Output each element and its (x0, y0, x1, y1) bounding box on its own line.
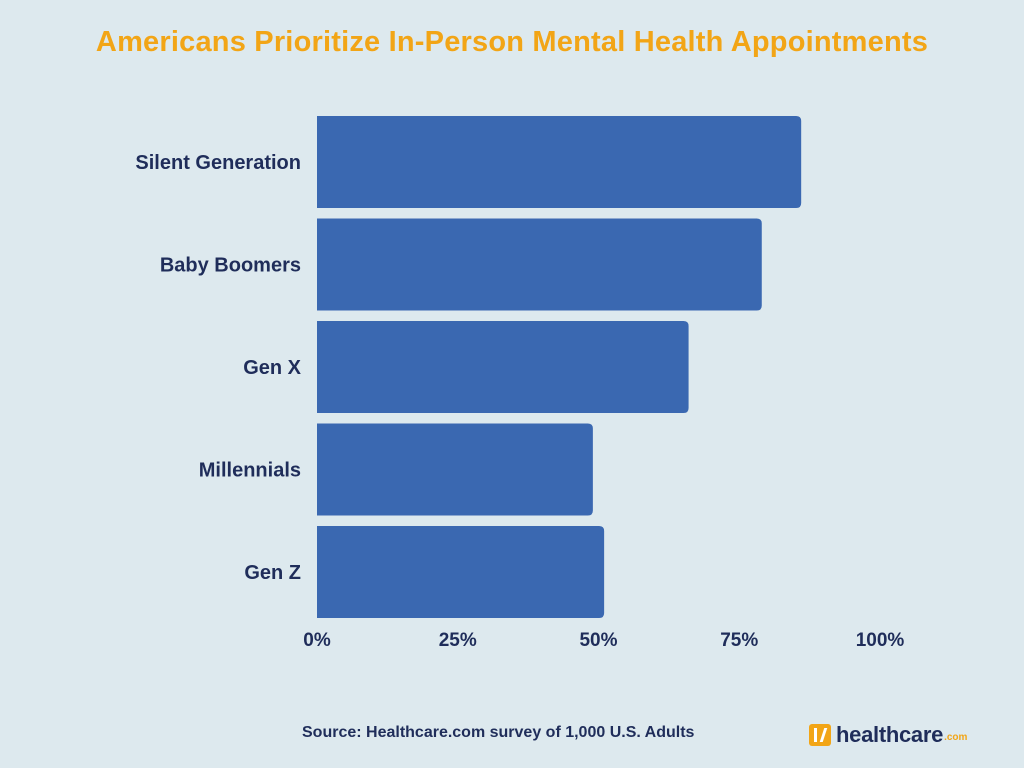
category-labels: Silent Generation Baby Boomers Gen X Millen… (135, 152, 301, 584)
source-note: Source: Healthcare.com survey of 1,000 U… (302, 724, 695, 741)
category-label: Gen Z (244, 562, 301, 584)
category-label: Gen X (243, 357, 301, 379)
x-tick-label: 25% (439, 630, 477, 651)
bar-gen-z (317, 526, 605, 618)
category-label: Millennials (199, 460, 301, 482)
bar-gen-x (317, 321, 689, 413)
healthcare-logo: healthcare .com (809, 722, 967, 748)
category-label: Silent Generation (135, 152, 301, 174)
bar-baby-boomers (317, 218, 762, 311)
category-label: Baby Boomers (160, 255, 301, 277)
bar-millennials (317, 423, 593, 516)
x-tick-label: 0% (303, 630, 331, 651)
x-tick-labels: 0% 25% 50% 75% 100% (303, 630, 904, 651)
chart-title: Americans Prioritize In-Person Mental He… (95, 26, 929, 58)
bar-silent-generation (317, 116, 802, 208)
bar-chart: Silent Generation Baby Boomers Gen X Millen… (135, 116, 904, 651)
healthcare-logo-icon (809, 724, 831, 746)
x-tick-label: 50% (579, 630, 617, 651)
x-tick-label: 100% (856, 630, 905, 651)
bars-group (317, 116, 802, 618)
logo-text: healthcare (836, 722, 944, 747)
x-tick-label: 75% (720, 630, 758, 651)
logo-suffix: .com (944, 732, 968, 743)
